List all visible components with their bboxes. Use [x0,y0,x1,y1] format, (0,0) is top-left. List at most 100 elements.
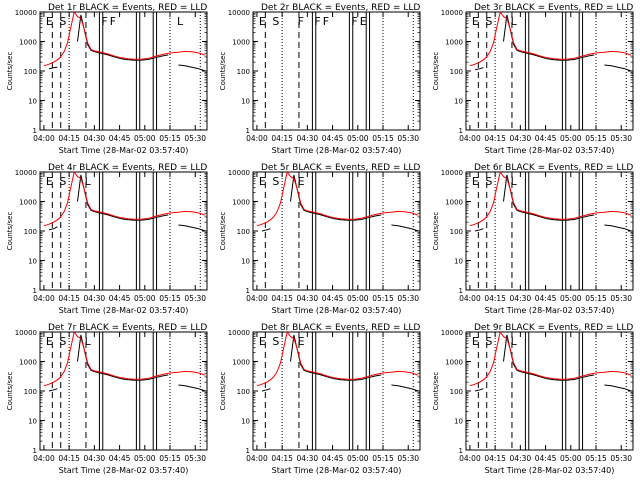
y-tick-label: 1 [459,287,463,295]
x-tick-label: 04:30 [297,454,319,463]
y-tick-label: 10 [28,418,37,426]
lld-series-line [469,172,632,227]
x-tick-label: 05:00 [347,134,369,143]
plot-frame [465,11,634,131]
y-tick-label: 1000 [232,359,250,367]
event-marker-label: F [323,15,329,28]
y-tick-label: 10000 [15,329,37,337]
x-tick-label: 04:15 [484,454,506,463]
y-tick-label: 100 [237,68,250,76]
x-tick-label: 04:15 [58,294,80,303]
y-tick-label: 10000 [228,9,250,17]
x-tick-label: 04:00 [33,294,55,303]
event-marker-label: E [472,335,479,348]
event-marker-label: L [511,335,518,348]
event-marker-label: L [511,15,518,28]
y-tick-label: 100 [24,68,37,76]
x-axis-label: Start Time (28-Mar-02 03:57:40) [59,466,189,475]
detector-panel-8: Det 8r BLACK = Events, RED = LLD Counts/s… [219,323,421,475]
plot-frame [39,171,208,291]
y-tick-label: 100 [24,228,37,236]
events-series-line [261,334,419,392]
event-marker-label: S [272,15,279,28]
y-tick-label: 1 [33,447,37,455]
detector-panel-9: Det 9r BLACK = Events, RED = LLD Counts/s… [432,323,634,475]
x-tick-label: 05:00 [560,294,582,303]
detector-panel-3: Det 3r BLACK = Events, RED = LLD Counts/s… [432,3,634,155]
x-tick-label: 04:00 [459,134,481,143]
plot-frame [465,171,634,291]
x-tick-label: 04:30 [297,134,319,143]
y-tick-label: 10 [28,258,37,266]
event-marker-label: S [59,335,66,348]
y-tick-label: 100 [450,388,463,396]
y-tick-label: 1000 [19,39,37,47]
x-tick-label: 05:00 [560,134,582,143]
x-tick-label: 04:00 [459,454,481,463]
y-tick-label: 1000 [19,359,37,367]
x-tick-label: 05:30 [610,134,632,143]
event-marker-label: L [85,175,92,188]
x-tick-label: 05:30 [610,454,632,463]
x-tick-label: 04:45 [322,454,344,463]
y-tick-label: 10 [241,98,250,106]
x-tick-label: 05:00 [134,294,156,303]
panel-title: Det 7r BLACK = Events, RED = LLD [48,323,207,333]
event-marker-label: E [472,15,479,28]
x-tick-label: 05:30 [610,294,632,303]
lld-series-line [43,172,206,227]
panel-title: Det 9r BLACK = Events, RED = LLD [474,323,633,333]
event-marker-label: E [298,335,305,348]
panel-title: Det 8r BLACK = Events, RED = LLD [261,323,420,333]
y-tick-label: 1000 [445,359,463,367]
x-tick-label: 04:30 [84,454,106,463]
event-marker-label: F [314,15,320,28]
detector-panel-7: Det 7r BLACK = Events, RED = LLD Counts/s… [6,323,208,475]
x-tick-label: 04:15 [271,134,293,143]
event-marker-label: E [46,15,53,28]
y-axis-label: Counts/sec [219,372,227,411]
y-tick-label: 10 [241,418,250,426]
x-tick-label: 05:30 [184,134,206,143]
event-marker-label: E [46,175,53,188]
event-marker-label: S [485,335,492,348]
events-series-line [48,174,206,232]
detector-panel-1: Det 1r BLACK = Events, RED = LLD Counts/s… [6,3,208,155]
y-tick-label: 100 [450,68,463,76]
plot-frame [252,331,421,451]
x-axis-label: Start Time (28-Mar-02 03:57:40) [272,466,402,475]
y-tick-label: 10000 [228,329,250,337]
y-tick-label: 10 [454,418,463,426]
x-tick-label: 05:30 [184,454,206,463]
x-tick-label: 04:45 [535,134,557,143]
panel-title: Det 3r BLACK = Events, RED = LLD [474,3,633,13]
panel-title: Det 1r BLACK = Events, RED = LLD [48,3,207,13]
y-tick-label: 1000 [445,199,463,207]
x-tick-label: 05:15 [159,454,181,463]
y-tick-label: 1 [246,287,250,295]
x-tick-label: 04:45 [322,294,344,303]
event-marker-label: S [485,15,492,28]
y-tick-label: 10 [241,258,250,266]
y-tick-label: 1000 [232,39,250,47]
x-tick-label: 05:00 [347,294,369,303]
y-tick-label: 1 [459,127,463,135]
lld-series-line [469,12,632,67]
y-tick-label: 10 [454,98,463,106]
events-series-line [261,174,419,232]
y-tick-label: 10000 [15,169,37,177]
x-tick-label: 04:15 [271,454,293,463]
x-axis-label: Start Time (28-Mar-02 03:57:40) [59,146,189,155]
detector-panel-5: Det 5r BLACK = Events, RED = LLD Counts/s… [219,163,421,315]
lld-series-line [256,172,419,227]
x-tick-label: 05:15 [159,294,181,303]
x-tick-label: 05:30 [397,294,419,303]
panel-title: Det 5r BLACK = Events, RED = LLD [261,163,420,173]
x-tick-label: 05:00 [347,454,369,463]
event-marker-label: E [472,175,479,188]
y-axis-label: Counts/sec [219,52,227,91]
x-tick-label: 04:00 [246,134,268,143]
y-tick-label: 10000 [441,329,463,337]
event-marker-label: E [259,15,266,28]
y-tick-label: 100 [237,388,250,396]
